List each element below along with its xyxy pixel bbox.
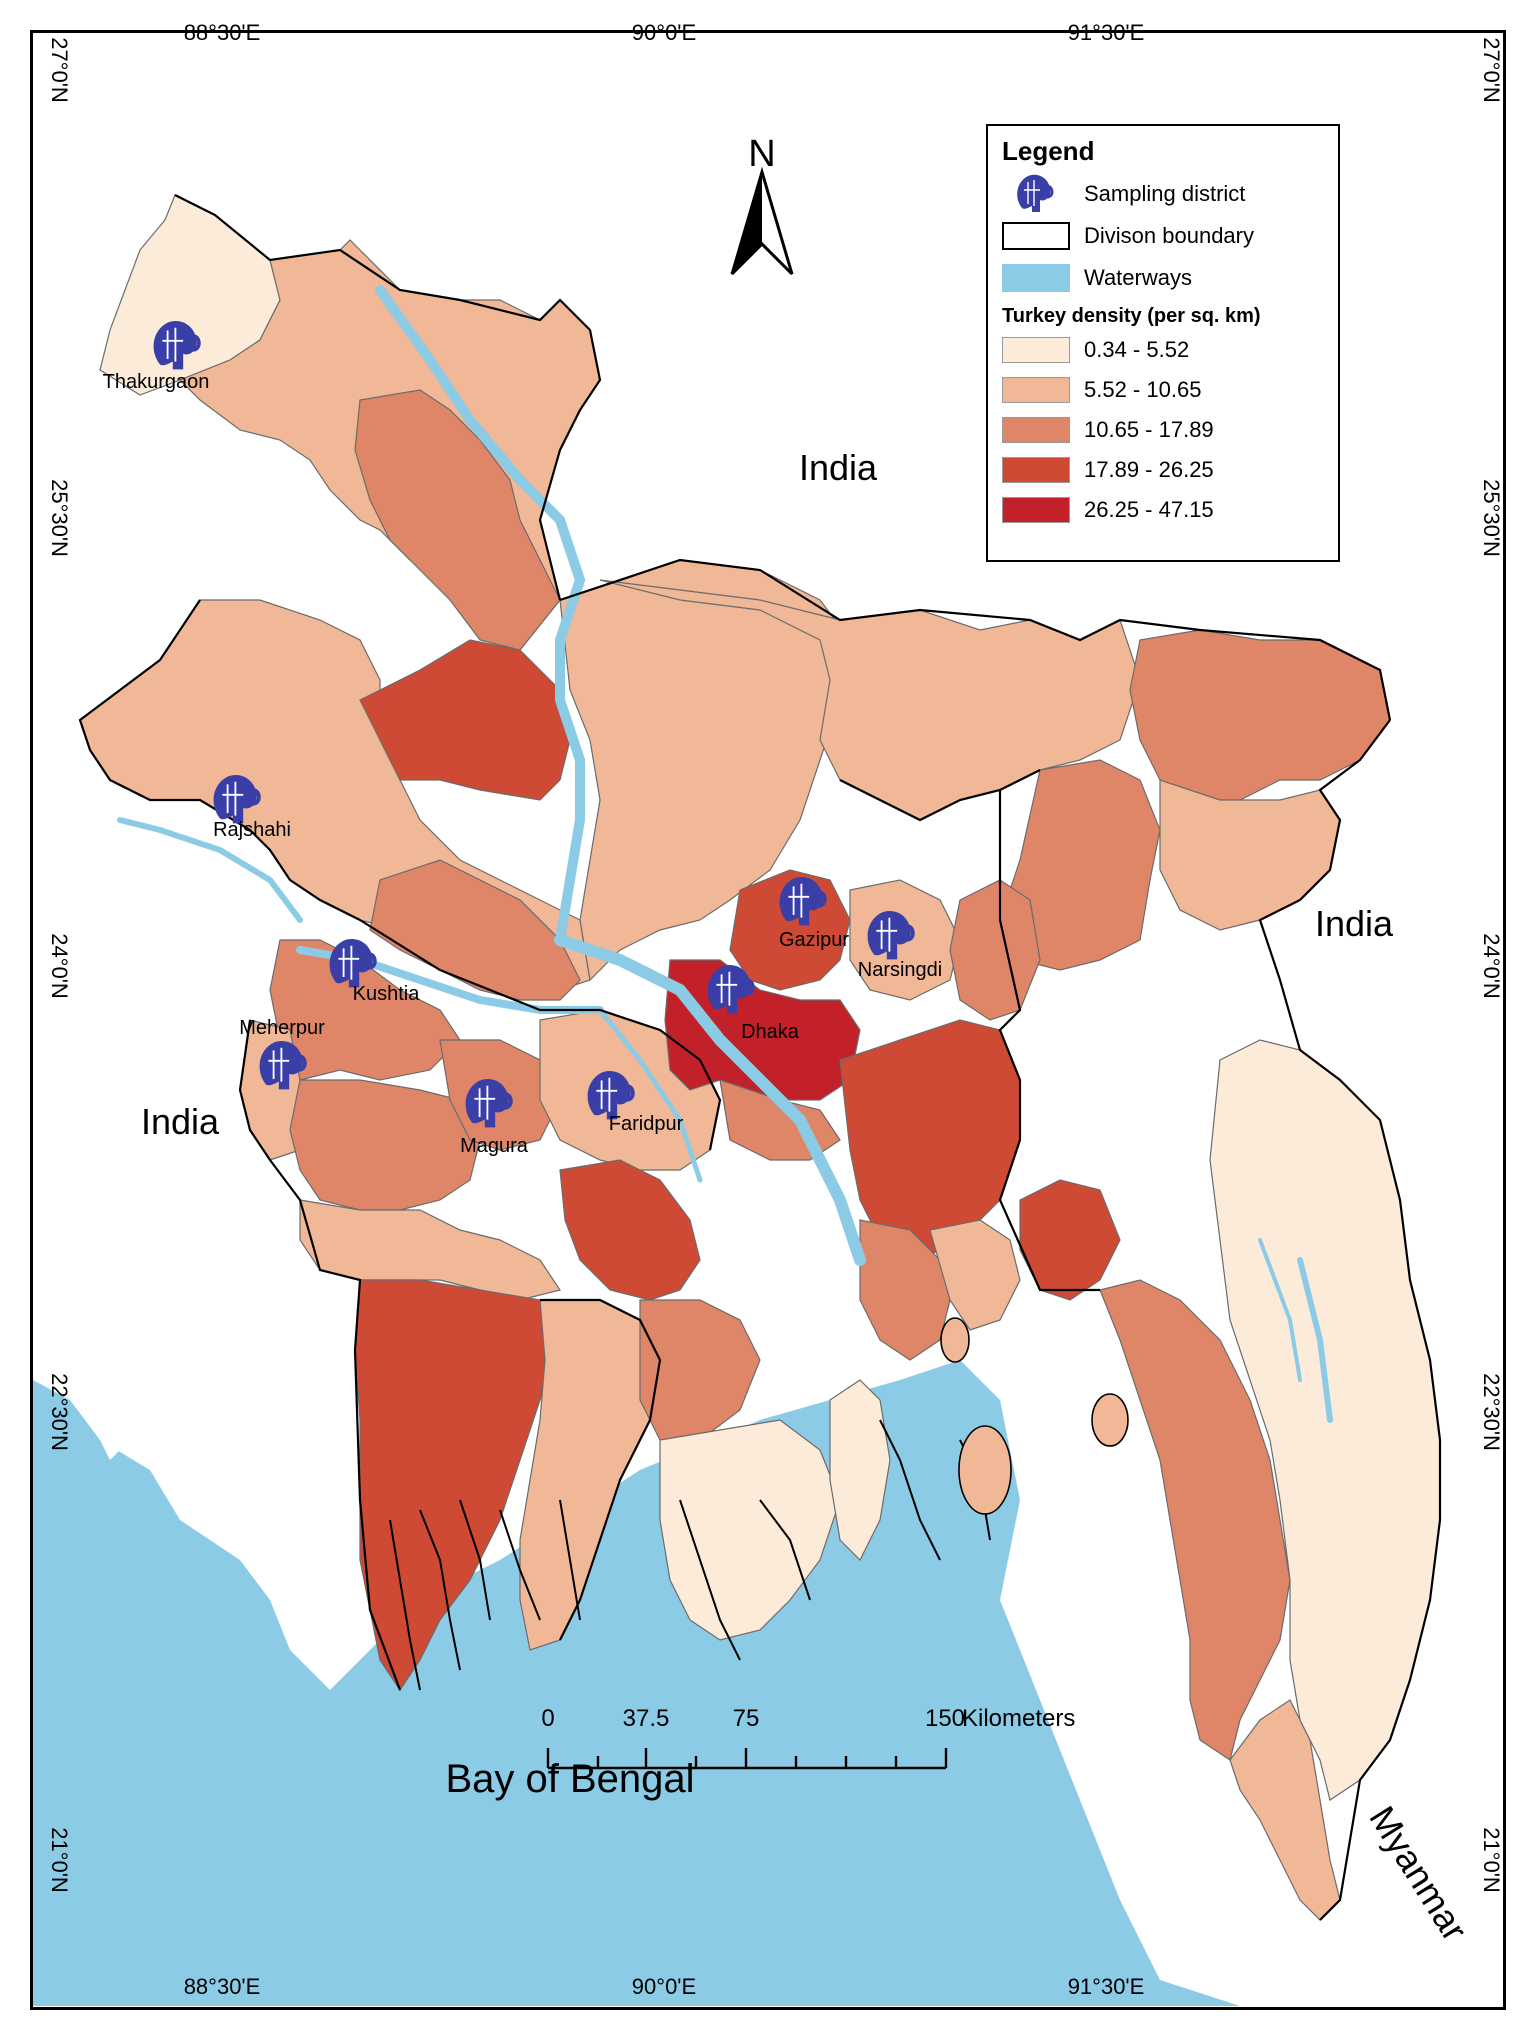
- label-india-west: India: [141, 1101, 220, 1142]
- grat-bottom-2: 91°30'E: [1068, 1974, 1145, 1999]
- grat-right-0: 27°0'N: [1479, 37, 1504, 103]
- turkey-icon: [1002, 174, 1070, 214]
- grat-right-2: 24°0'N: [1479, 933, 1504, 999]
- region-sunamganj: [1129, 629, 1391, 801]
- region-brahmanbaria: [949, 879, 1041, 1021]
- india-sundarbans-land: [33, 1190, 380, 1690]
- scale-tick-label-1: 37.5: [623, 1705, 670, 1732]
- region-pabna: [369, 859, 581, 1001]
- scale-bar: 0 37.5 75 150 Kilometers: [541, 1705, 1075, 1770]
- grat-bottom-1: 90°0'E: [632, 1974, 696, 1999]
- district-label-rajshahi: Rajshahi: [213, 819, 291, 841]
- grat-left-3: 22°30'N: [47, 1373, 72, 1451]
- grat-left-1: 25°30'N: [47, 479, 72, 557]
- legend-class-1: 5.52 - 10.65: [1002, 370, 1324, 410]
- grat-right-1: 25°30'N: [1479, 479, 1504, 557]
- legend-title: Legend: [1002, 136, 1095, 166]
- bhola-islands: [940, 1317, 1129, 1515]
- district-label-faridpur: Faridpur: [609, 1113, 684, 1135]
- bay-upper-fill: [33, 1360, 1240, 2006]
- grat-top-0: 88°30'E: [184, 20, 261, 45]
- district-label-kushtia: Kushtia: [353, 983, 421, 1005]
- scale-tick-label-2: 75: [733, 1705, 760, 1732]
- legend-class-label-3: 17.89 - 26.25: [1084, 457, 1214, 482]
- sampling-districts: Thakurgaon Rajshahi Kushtia Meherpur Magura F…: [103, 319, 942, 1157]
- grat-left-4: 21°0'N: [47, 1827, 72, 1893]
- region-gopalganj: [559, 1159, 701, 1301]
- legend-waterways-swatch: [1002, 264, 1070, 292]
- legend-row-waterways: Waterways: [1002, 257, 1324, 299]
- legend-density-title: Turkey density (per sq. km): [1002, 305, 1261, 327]
- legend-class-3: 17.89 - 26.25: [1002, 450, 1324, 490]
- region-lakshmipur: [929, 1219, 1021, 1331]
- legend-boundary-label: Divison boundary: [1084, 223, 1254, 248]
- label-bay-of-bengal: Bay of Bengal: [445, 1757, 694, 1801]
- scale-tick-label-0: 0: [541, 1705, 554, 1732]
- region-noakhali: [859, 1219, 951, 1361]
- grat-top-2: 91°30'E: [1068, 20, 1145, 45]
- legend-class-swatch-2: [1002, 417, 1070, 443]
- district-label-meherpur: Meherpur: [239, 1017, 325, 1039]
- grat-left-2: 24°0'N: [47, 933, 72, 999]
- region-feni: [1019, 1179, 1121, 1301]
- district-label-narsingdi: Narsingdi: [858, 959, 942, 981]
- legend-class-swatch-4: [1002, 497, 1070, 523]
- division-boundaries: [78, 194, 1442, 1921]
- legend-density-classes: 0.34 - 5.52 5.52 - 10.65 10.65 - 17.89 17.8…: [1002, 330, 1324, 530]
- legend-class-swatch-0: [1002, 337, 1070, 363]
- coastal-islands: [389, 1419, 991, 1691]
- district-label-magura: Magura: [460, 1135, 529, 1157]
- legend-boundary-swatch: [1002, 222, 1070, 250]
- scale-tick-label-3: 150: [925, 1705, 965, 1732]
- label-india-east: India: [1315, 903, 1394, 944]
- legend-class-swatch-3: [1002, 457, 1070, 483]
- legend-row-sampling: Sampling district: [1002, 173, 1324, 215]
- legend-sampling-label: Sampling district: [1084, 181, 1246, 206]
- legend-waterways-label: Waterways: [1084, 265, 1192, 290]
- region-patuakhali: [659, 1419, 841, 1641]
- legend-class-2: 10.65 - 17.89: [1002, 410, 1324, 450]
- region-naogaon: [359, 639, 571, 801]
- region-chittagong: [1099, 1279, 1291, 1761]
- district-label-dhaka: Dhaka: [741, 1021, 800, 1043]
- district-polygons: [79, 194, 1441, 1921]
- grat-bottom-0: 88°30'E: [184, 1974, 261, 1999]
- legend-class-label-0: 0.34 - 5.52: [1084, 337, 1190, 362]
- grat-right-4: 21°0'N: [1479, 1827, 1504, 1893]
- legend-class-0: 0.34 - 5.52: [1002, 330, 1324, 370]
- district-label-thakurgaon: Thakurgaon: [103, 371, 210, 393]
- legend: Legend Sampling district Divison boundar…: [986, 124, 1340, 562]
- legend-class-label-2: 10.65 - 17.89: [1084, 417, 1214, 442]
- region-barisal: [639, 1299, 761, 1441]
- region-bhola: [829, 1379, 891, 1562]
- grat-left-0: 27°0'N: [47, 37, 72, 103]
- region-sylhet-south: [1159, 779, 1341, 931]
- grat-top-1: 90°0'E: [632, 20, 696, 45]
- grat-right-3: 22°30'N: [1479, 1373, 1504, 1451]
- graticule-labels: 88°30'E 90°0'E 91°30'E 88°30'E 90°0'E 91…: [47, 20, 1504, 1999]
- scale-unit-label: Kilometers: [962, 1705, 1075, 1732]
- district-label-gazipur: Gazipur: [779, 929, 849, 951]
- legend-class-label-1: 5.52 - 10.65: [1084, 377, 1202, 402]
- region-north-dark: [354, 389, 561, 651]
- myanmar-land: [1320, 1360, 1500, 2006]
- label-india-north: India: [799, 447, 878, 488]
- legend-row-boundary: Divison boundary: [1002, 215, 1324, 257]
- legend-class-swatch-1: [1002, 377, 1070, 403]
- north-arrow: N: [730, 133, 794, 276]
- region-tangail: [559, 559, 851, 982]
- legend-class-label-4: 26.25 - 47.15: [1084, 497, 1214, 522]
- region-jessore: [289, 1079, 481, 1211]
- legend-class-4: 26.25 - 47.15: [1002, 490, 1324, 530]
